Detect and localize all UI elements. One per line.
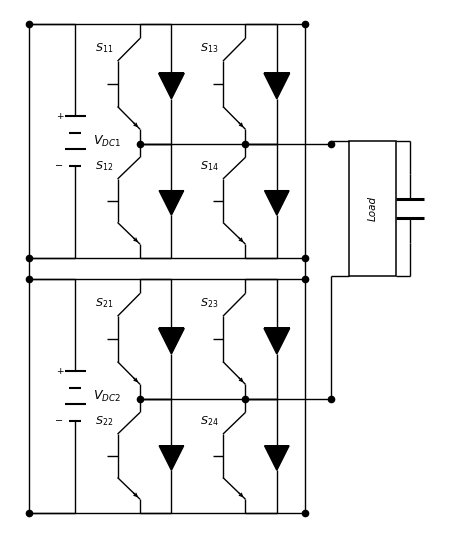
Text: $S_{12}$: $S_{12}$ bbox=[95, 159, 113, 173]
Polygon shape bbox=[264, 446, 289, 470]
Text: $S_{14}$: $S_{14}$ bbox=[201, 159, 219, 173]
Text: +: + bbox=[56, 112, 63, 121]
Bar bbox=[349, 141, 396, 277]
Polygon shape bbox=[159, 73, 184, 99]
Text: $S_{23}$: $S_{23}$ bbox=[201, 296, 219, 310]
Text: $V_{DC2}$: $V_{DC2}$ bbox=[93, 388, 121, 404]
Polygon shape bbox=[159, 328, 184, 354]
Polygon shape bbox=[264, 73, 290, 99]
Text: −: − bbox=[55, 416, 64, 426]
Text: $S_{21}$: $S_{21}$ bbox=[95, 296, 113, 310]
Text: $V_{DC1}$: $V_{DC1}$ bbox=[93, 133, 121, 149]
Text: $S_{11}$: $S_{11}$ bbox=[95, 41, 113, 55]
Polygon shape bbox=[264, 191, 289, 215]
Text: $S_{22}$: $S_{22}$ bbox=[95, 415, 113, 429]
Text: Load: Load bbox=[368, 196, 378, 221]
Polygon shape bbox=[159, 191, 184, 215]
Text: $S_{13}$: $S_{13}$ bbox=[201, 41, 219, 55]
Polygon shape bbox=[264, 328, 290, 354]
Text: −: − bbox=[55, 161, 64, 171]
Text: +: + bbox=[56, 367, 63, 376]
Text: $S_{24}$: $S_{24}$ bbox=[201, 415, 219, 429]
Polygon shape bbox=[159, 446, 184, 470]
